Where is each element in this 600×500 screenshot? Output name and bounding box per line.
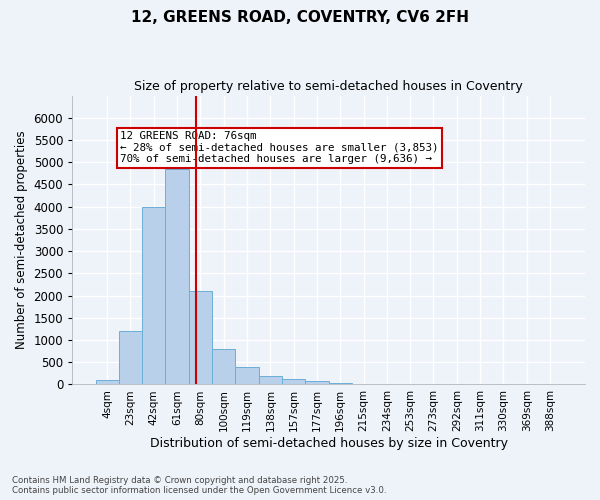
Bar xyxy=(329,383,352,384)
Text: 12 GREENS ROAD: 76sqm
← 28% of semi-detached houses are smaller (3,853)
70% of s: 12 GREENS ROAD: 76sqm ← 28% of semi-deta… xyxy=(120,131,439,164)
Text: Contains HM Land Registry data © Crown copyright and database right 2025.
Contai: Contains HM Land Registry data © Crown c… xyxy=(12,476,386,495)
Bar xyxy=(119,331,142,384)
Bar xyxy=(305,382,329,384)
Bar xyxy=(142,206,166,384)
Bar xyxy=(212,349,235,384)
Y-axis label: Number of semi-detached properties: Number of semi-detached properties xyxy=(15,130,28,350)
X-axis label: Distribution of semi-detached houses by size in Coventry: Distribution of semi-detached houses by … xyxy=(149,437,508,450)
Bar xyxy=(282,378,305,384)
Bar xyxy=(259,376,282,384)
Bar xyxy=(95,380,119,384)
Text: 12, GREENS ROAD, COVENTRY, CV6 2FH: 12, GREENS ROAD, COVENTRY, CV6 2FH xyxy=(131,10,469,25)
Bar xyxy=(235,366,259,384)
Bar xyxy=(166,169,189,384)
Bar xyxy=(189,291,212,384)
Title: Size of property relative to semi-detached houses in Coventry: Size of property relative to semi-detach… xyxy=(134,80,523,93)
